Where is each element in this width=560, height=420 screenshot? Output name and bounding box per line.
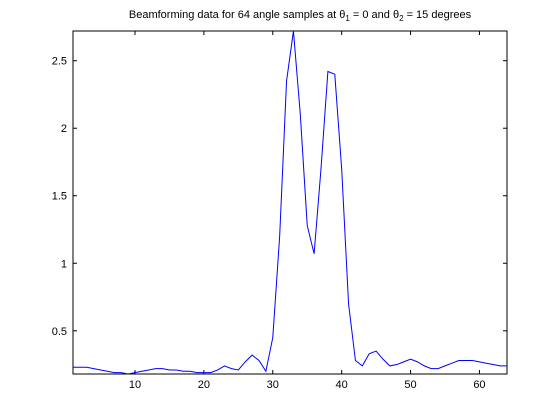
plot-area-frame (72, 30, 508, 375)
y-tick-label: 2.5 (52, 56, 67, 68)
y-tick-labels: 0.5 1 1.5 2 2.5 (52, 56, 67, 338)
chart-title: Beamforming data for 64 angle samples at… (129, 9, 472, 23)
x-tick-label: 40 (336, 379, 348, 391)
series-line-beamforming (73, 31, 507, 374)
x-tick-label: 60 (473, 379, 485, 391)
y-tick-label: 0.5 (52, 326, 67, 338)
x-tick-labels: 10 20 30 40 50 60 (129, 379, 486, 391)
y-tick-label: 2 (61, 123, 67, 135)
x-tick-label: 10 (129, 379, 141, 391)
series-group (73, 31, 507, 374)
y-tick-label: 1 (61, 258, 67, 270)
y-tick-label: 1.5 (52, 191, 67, 203)
x-tick-label: 30 (267, 379, 279, 391)
x-tick-label: 20 (198, 379, 210, 391)
x-tick-label: 50 (404, 379, 416, 391)
axis-ticks (73, 31, 507, 374)
